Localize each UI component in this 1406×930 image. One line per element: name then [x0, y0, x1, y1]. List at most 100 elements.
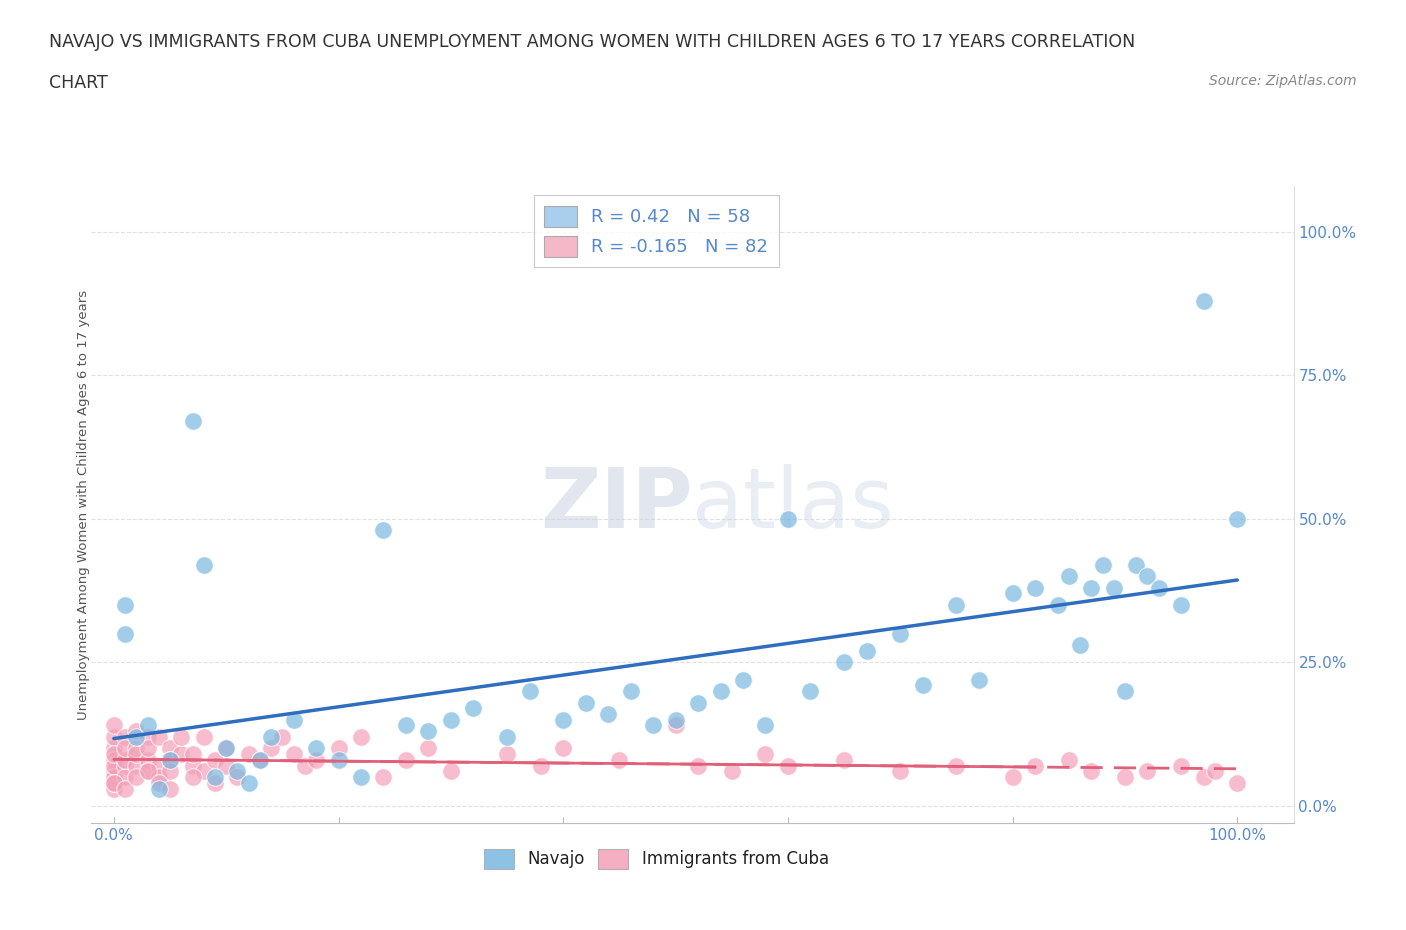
Point [395, 752, 418, 767]
Point [776, 512, 799, 526]
Point [125, 758, 148, 773]
Y-axis label: Unemployment Among Women with Children Ages 6 to 17 years: Unemployment Among Women with Children A… [76, 289, 90, 720]
Point [215, 741, 238, 756]
Point [103, 758, 125, 773]
Point [114, 729, 136, 744]
Point [609, 752, 631, 767]
Point [204, 776, 226, 790]
Text: CHART: CHART [49, 74, 108, 92]
Point [665, 718, 688, 733]
Point [1125, 557, 1147, 572]
Point [114, 741, 136, 756]
Point [283, 747, 305, 762]
Point [496, 729, 519, 744]
Point [215, 741, 238, 756]
Point [575, 695, 598, 710]
Point [103, 752, 125, 767]
Point [103, 781, 125, 796]
Point [148, 729, 170, 744]
Point [170, 747, 193, 762]
Point [136, 729, 159, 744]
Point [1192, 770, 1215, 785]
Point [226, 770, 249, 785]
Point [181, 770, 204, 785]
Text: atlas: atlas [692, 464, 894, 545]
Point [350, 770, 373, 785]
Point [418, 724, 440, 738]
Point [1069, 638, 1091, 653]
Point [1114, 770, 1136, 785]
Point [1170, 758, 1192, 773]
Point [1226, 776, 1249, 790]
Point [418, 741, 440, 756]
Point [260, 729, 283, 744]
Point [1057, 569, 1080, 584]
Point [754, 747, 776, 762]
Point [1204, 764, 1226, 778]
Point [686, 758, 709, 773]
Point [643, 718, 665, 733]
Point [1091, 557, 1114, 572]
Point [754, 718, 776, 733]
Point [271, 729, 294, 744]
Point [1192, 293, 1215, 308]
Point [136, 764, 159, 778]
Point [1080, 580, 1102, 595]
Point [440, 712, 463, 727]
Point [686, 695, 709, 710]
Point [519, 684, 541, 698]
Point [238, 776, 260, 790]
Point [103, 718, 125, 733]
Point [125, 724, 148, 738]
Point [159, 741, 181, 756]
Point [249, 752, 271, 767]
Point [1001, 770, 1024, 785]
Legend: Navajo, Immigrants from Cuba: Navajo, Immigrants from Cuba [478, 843, 835, 875]
Point [159, 752, 181, 767]
Point [193, 764, 215, 778]
Point [136, 764, 159, 778]
Point [125, 747, 148, 762]
Point [1136, 764, 1159, 778]
Point [440, 764, 463, 778]
Point [148, 770, 170, 785]
Point [945, 597, 967, 612]
Point [1024, 758, 1046, 773]
Point [136, 752, 159, 767]
Point [114, 770, 136, 785]
Point [911, 678, 934, 693]
Point [1001, 586, 1024, 601]
Point [148, 776, 170, 790]
Point [832, 655, 855, 670]
Point [103, 776, 125, 790]
Point [114, 597, 136, 612]
Point [136, 741, 159, 756]
Point [103, 770, 125, 785]
Text: ZIP: ZIP [540, 464, 692, 545]
Text: NAVAJO VS IMMIGRANTS FROM CUBA UNEMPLOYMENT AMONG WOMEN WITH CHILDREN AGES 6 TO : NAVAJO VS IMMIGRANTS FROM CUBA UNEMPLOYM… [49, 33, 1136, 50]
Text: Source: ZipAtlas.com: Source: ZipAtlas.com [1209, 74, 1357, 88]
Point [1147, 580, 1170, 595]
Point [496, 747, 519, 762]
Point [1080, 764, 1102, 778]
Point [553, 741, 575, 756]
Point [193, 729, 215, 744]
Point [553, 712, 575, 727]
Point [181, 414, 204, 429]
Point [373, 523, 395, 538]
Point [114, 758, 136, 773]
Point [103, 741, 125, 756]
Point [620, 684, 643, 698]
Point [159, 781, 181, 796]
Point [114, 781, 136, 796]
Point [350, 729, 373, 744]
Point [193, 557, 215, 572]
Point [305, 752, 328, 767]
Point [832, 752, 855, 767]
Point [855, 644, 877, 658]
Point [1136, 569, 1159, 584]
Point [294, 758, 316, 773]
Point [136, 718, 159, 733]
Point [373, 770, 395, 785]
Point [776, 758, 799, 773]
